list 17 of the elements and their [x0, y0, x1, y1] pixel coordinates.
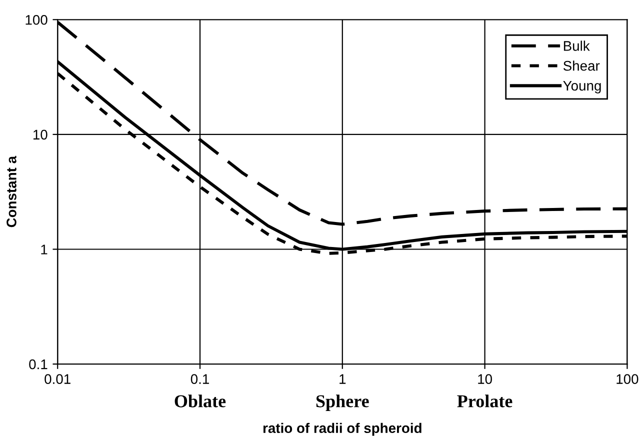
text: Prolate	[457, 394, 512, 408]
y-tick-label: 10	[33, 130, 48, 140]
text: Oblate	[174, 394, 226, 408]
y-tick-label: 100	[26, 14, 48, 25]
text: Sphere	[316, 394, 369, 411]
y-tick-label: 0.1	[29, 359, 48, 370]
x-axis-title: ratio of radii of spheroid	[263, 422, 422, 436]
x-tick-label: 1	[340, 374, 346, 384]
y-axis-title: Constant a	[6, 156, 16, 228]
legend-label: Bulk	[564, 40, 590, 51]
x-tick-label: 10	[478, 374, 492, 384]
legend-label: Young	[563, 80, 601, 94]
y-tick-label: 1	[41, 244, 48, 254]
x-tick-label: 100	[616, 374, 638, 384]
x-tick-label: 0.01	[44, 374, 70, 384]
legend-label: Shear	[563, 60, 600, 71]
x-tick-label: 0.1	[190, 374, 209, 384]
